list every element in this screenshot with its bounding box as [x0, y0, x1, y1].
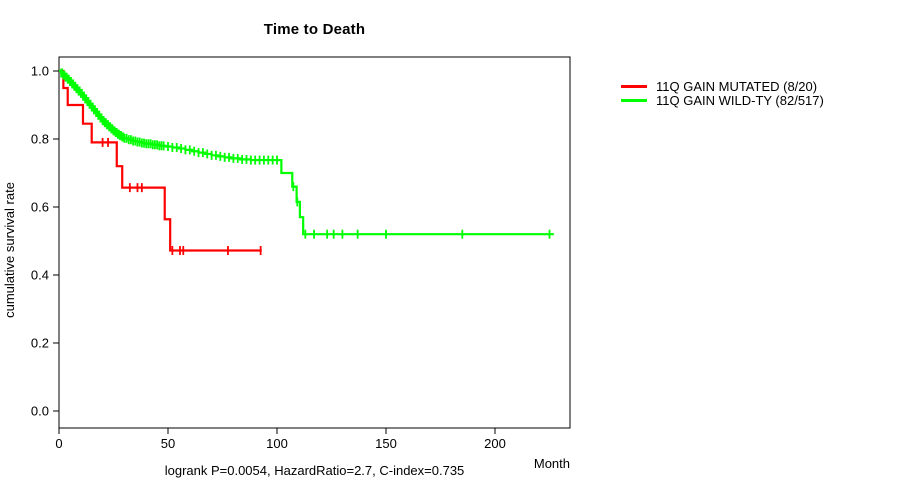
legend-item: 11Q GAIN WILD-TY (82/517) — [621, 92, 824, 108]
survival-curve-mutated — [59, 69, 262, 252]
y-axis-tick-label: 0.0 — [31, 404, 49, 419]
x-axis-tick-label: 200 — [484, 436, 506, 451]
y-axis-tick-label: 1.0 — [31, 64, 49, 79]
x-axis-tick-label: 50 — [161, 436, 175, 451]
stats-annotation: logrank P=0.0054, HazardRatio=2.7, C-ind… — [164, 463, 465, 478]
chart-title: Time to Death — [263, 21, 366, 38]
legend-line-swatch-green — [621, 98, 647, 102]
legend-line-swatch-red — [621, 84, 647, 88]
y-axis-title: cumulative survival rate — [2, 182, 17, 318]
legend-item: 11Q GAIN MUTATED (8/20) — [621, 78, 824, 94]
legend-label: 11Q GAIN WILD-TY (82/517) — [656, 92, 824, 108]
survival-curve-wildtype — [59, 69, 554, 236]
x-axis-tick-label: 0 — [55, 436, 62, 451]
y-axis-tick-label: 0.6 — [31, 200, 49, 215]
y-axis-tick-label: 0.8 — [31, 132, 49, 147]
x-axis-tick-label: 150 — [375, 436, 397, 451]
legend: 11Q GAIN MUTATED (8/20) 11Q GAIN WILD-TY… — [621, 78, 824, 108]
legend-label: 11Q GAIN MUTATED (8/20) — [656, 78, 818, 94]
x-axis-title: Month — [534, 456, 570, 471]
y-axis-tick-label: 0.4 — [31, 268, 49, 283]
y-axis-tick-label: 0.2 — [31, 336, 49, 351]
x-axis-tick-label: 100 — [266, 436, 288, 451]
plot-box — [58, 56, 571, 429]
